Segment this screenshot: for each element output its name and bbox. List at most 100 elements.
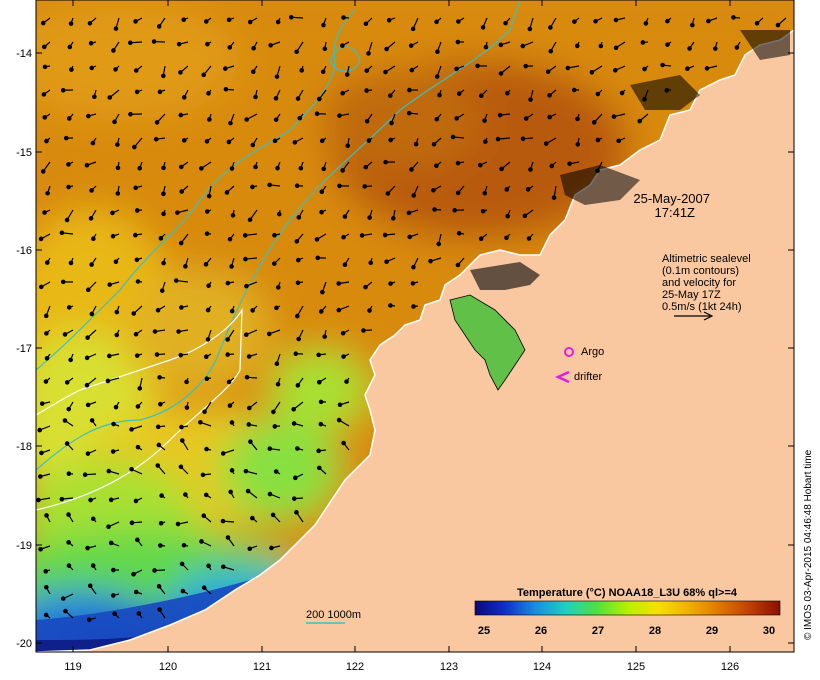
velocity-arrow-head xyxy=(295,446,300,451)
velocity-arrow-head xyxy=(340,168,345,173)
colorbar-tick-label: 29 xyxy=(706,625,718,637)
velocity-arrow-head xyxy=(595,137,601,143)
velocity-arrow-head xyxy=(114,332,120,338)
velocity-arrow-head xyxy=(68,21,74,26)
velocity-arrow-head xyxy=(39,450,44,456)
velocity-arrow-head xyxy=(152,568,157,573)
velocity-arrow-head xyxy=(294,239,300,244)
velocity-arrow-head xyxy=(253,164,258,170)
velocity-arrow-head xyxy=(64,441,70,446)
velocity-arrow-head xyxy=(230,213,236,218)
velocity-arrow-head xyxy=(205,337,211,342)
velocity-arrow-head xyxy=(44,138,49,144)
velocity-arrow-head xyxy=(41,92,47,97)
velocity-arrow-head xyxy=(275,285,281,290)
velocity-arrow-head xyxy=(181,138,187,143)
lat-tick-label: -14 xyxy=(16,48,32,60)
velocity-arrow-head xyxy=(589,70,595,75)
velocity-arrow-head xyxy=(337,113,342,118)
velocity-arrow-head xyxy=(455,160,461,166)
velocity-arrow-head xyxy=(320,289,325,295)
velocity-arrow-head xyxy=(386,17,392,23)
velocity-arrow-head xyxy=(660,62,665,68)
velocity-legend-line3: and velocity for xyxy=(662,277,736,289)
velocity-arrow-head xyxy=(505,213,510,219)
velocity-arrow-head xyxy=(155,424,161,430)
velocity-arrow-head xyxy=(243,256,248,262)
buccaneer-islands xyxy=(560,165,640,205)
velocity-arrow-head xyxy=(176,329,181,334)
velocity-arrow-head xyxy=(180,588,186,594)
velocity-arrow-head xyxy=(250,515,255,521)
velocity-arrow-head xyxy=(520,43,526,49)
velocity-arrow-head xyxy=(320,69,326,75)
velocity-arrow-head xyxy=(267,182,272,188)
velocity-arrow-head xyxy=(336,281,341,286)
velocity-arrow-head xyxy=(107,353,112,359)
velocity-arrow-head xyxy=(198,420,203,425)
velocity-arrow-head xyxy=(522,213,528,219)
velocity-arrow-head xyxy=(483,44,489,50)
velocity-arrow-head xyxy=(409,167,414,172)
velocity-arrow-head xyxy=(359,233,365,238)
isobath-ring xyxy=(329,46,361,72)
velocity-arrow-head xyxy=(366,138,372,143)
lat-tick-label: -15 xyxy=(16,147,32,159)
velocity-arrow-head xyxy=(408,43,414,48)
velocity-arrow-head xyxy=(275,381,281,387)
velocity-arrow-head xyxy=(316,352,321,358)
velocity-arrow-head xyxy=(44,331,49,336)
lat-tick-label: -19 xyxy=(16,540,32,552)
velocity-arrow-head xyxy=(455,39,461,45)
velocity-arrow-head xyxy=(226,17,232,23)
velocity-arrow-head xyxy=(273,96,279,101)
velocity-arrow-head xyxy=(181,95,187,100)
velocity-arrow-head xyxy=(84,162,90,168)
velocity-arrow-head xyxy=(89,311,95,317)
velocity-arrow-head xyxy=(364,118,370,124)
velocity-arrow-head xyxy=(565,65,571,71)
velocity-arrow-head xyxy=(523,116,529,121)
velocity-arrow-head xyxy=(92,94,97,100)
velocity-arrow-head xyxy=(434,74,440,79)
velocity-arrow-head xyxy=(85,335,90,340)
velocity-arrow-head xyxy=(432,207,437,212)
velocity-arrow-head xyxy=(246,354,252,359)
lon-tick-label: 119 xyxy=(64,661,82,673)
velocity-arrow-head xyxy=(362,184,367,189)
velocity-arrow-head xyxy=(477,162,483,168)
velocity-arrow-head xyxy=(319,189,325,195)
velocity-arrow-head xyxy=(66,305,72,310)
sealevel-contour xyxy=(36,307,243,511)
velocity-arrow-head xyxy=(88,497,93,503)
velocity-arrow-head xyxy=(250,184,255,190)
velocity-arrow-head xyxy=(131,311,137,316)
velocity-arrow-head xyxy=(296,215,302,220)
velocity-arrow-head xyxy=(115,142,120,147)
velocity-arrow-head xyxy=(483,139,488,144)
velocity-arrow-head xyxy=(181,17,187,23)
velocity-arrow-head xyxy=(129,427,134,432)
velocity-arrow-head xyxy=(450,134,456,140)
lon-tick-label: 126 xyxy=(721,661,739,673)
velocity-arrow-head xyxy=(160,73,166,79)
velocity-arrow-head xyxy=(547,114,552,120)
velocity-arrow-head xyxy=(108,497,114,503)
velocity-arrow-head xyxy=(111,421,116,427)
velocity-arrow-head xyxy=(642,96,647,102)
velocity-arrow-head xyxy=(113,404,119,410)
velocity-arrow-head xyxy=(106,468,112,474)
velocity-arrow-head xyxy=(110,233,116,239)
date-label: 25-May-2007 xyxy=(633,191,710,206)
velocity-arrow-head xyxy=(205,307,211,313)
velocity-arrow-head xyxy=(90,563,96,568)
velocity-arrow-head xyxy=(273,469,279,474)
drifter-marker-icon xyxy=(554,370,570,384)
velocity-arrow-head xyxy=(478,236,484,242)
velocity-arrow-head xyxy=(115,191,121,196)
velocity-arrow-head xyxy=(82,472,88,477)
velocity-arrow-head xyxy=(292,140,298,145)
velocity-arrow-head xyxy=(316,379,322,385)
velocity-arrow-head xyxy=(545,69,551,74)
